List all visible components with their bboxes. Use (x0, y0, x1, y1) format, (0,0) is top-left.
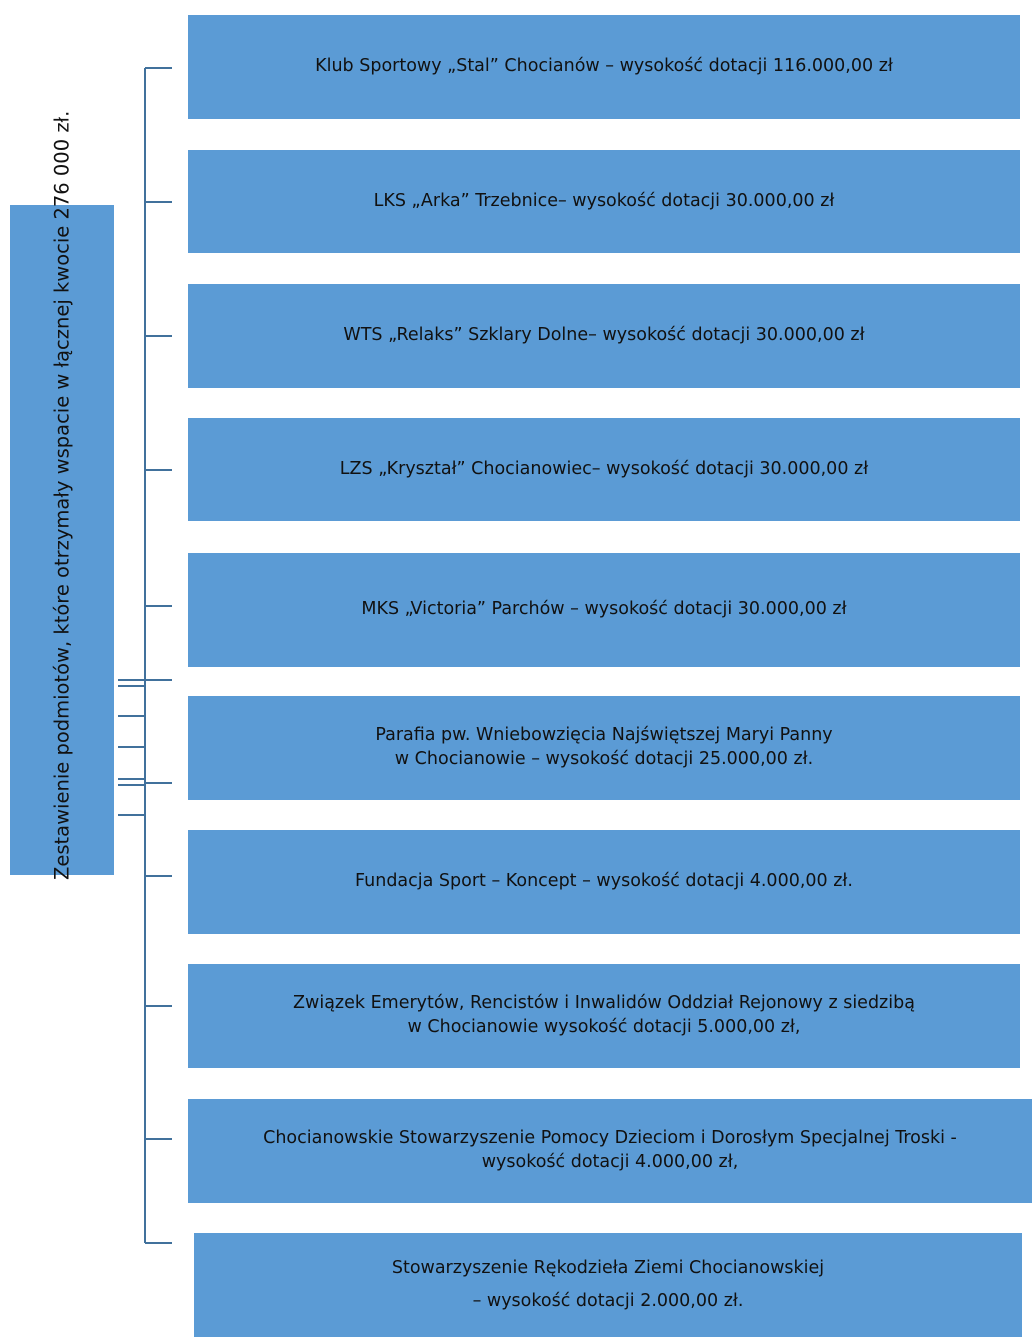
entity-box-parafia: Parafia pw. Wniebowzięcia Najświętszej M… (188, 696, 1020, 800)
entity-label: Chocianowskie Stowarzyszenie Pomocy Dzie… (263, 1128, 957, 1172)
entity-box-relaks: WTS „Relaks” Szklary Dolne– wysokość dot… (188, 284, 1020, 388)
entity-label: WTS „Relaks” Szklary Dolne– wysokość dot… (343, 325, 865, 346)
entity-label: MKS „Victoria” Parchów – wysokość dotacj… (361, 599, 847, 620)
entity-box-arka: LKS „Arka” Trzebnice– wysokość dotacji 3… (188, 150, 1020, 253)
entity-box-victoria: MKS „Victoria” Parchów – wysokość dotacj… (188, 553, 1020, 667)
entity-box-rekodziela: Stowarzyszenie Rękodzieła Ziemi Chociano… (194, 1233, 1022, 1337)
entity-label: Związek Emerytów, Rencistów i Inwalidów … (293, 993, 915, 1037)
entity-label: LZS „Kryształ” Chocianowiec– wysokość do… (339, 458, 869, 479)
entity-label: LKS „Arka” Trzebnice– wysokość dotacji 3… (373, 190, 835, 211)
entity-box-fundacja: Fundacja Sport – Koncept – wysokość dota… (188, 830, 1020, 934)
entity-box-zwiazek-emerytow: Związek Emerytów, Rencistów i Inwalidów … (188, 964, 1020, 1068)
entity-label: Stowarzyszenie Rękodzieła Ziemi Chociano… (391, 1257, 825, 1311)
entity-label: Fundacja Sport – Koncept – wysokość dota… (355, 871, 853, 892)
root-node-label: Zestawienie podmiotów, które otrzymały w… (50, 110, 74, 880)
entity-label: Parafia pw. Wniebowzięcia Najświętszej M… (375, 725, 833, 769)
entity-box-stowarzyszenie-pomocy: Chocianowskie Stowarzyszenie Pomocy Dzie… (188, 1099, 1032, 1203)
entity-box-stal: Klub Sportowy „Stal” Chocianów – wysokoś… (188, 15, 1020, 119)
entity-label: Klub Sportowy „Stal” Chocianów – wysokoś… (315, 56, 893, 77)
root-node-box (10, 205, 114, 875)
entity-box-krysztal: LZS „Kryształ” Chocianowiec– wysokość do… (188, 418, 1020, 521)
